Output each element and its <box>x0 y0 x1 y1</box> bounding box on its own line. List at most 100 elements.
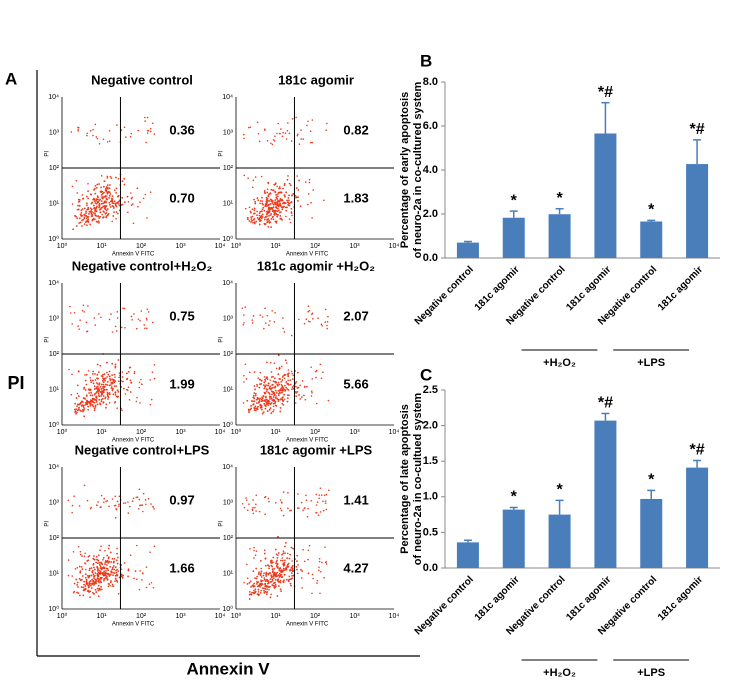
event-dot <box>142 492 145 495</box>
event-dot <box>96 381 98 384</box>
event-dot <box>114 325 117 328</box>
plot-x-label: Annexin V FITC <box>112 622 155 628</box>
event-dot <box>102 501 105 504</box>
event-dot <box>285 362 288 364</box>
event-dot <box>248 503 250 505</box>
event-dot <box>85 373 88 376</box>
event-dot <box>274 211 276 213</box>
event-dot <box>301 570 304 572</box>
event-dot <box>282 567 285 570</box>
event-dot <box>146 217 148 219</box>
event-dot <box>310 201 312 204</box>
event-dot <box>264 378 266 381</box>
y-tick-label: 10⁴ <box>222 464 233 471</box>
dot-cloud <box>242 116 328 229</box>
event-dot <box>259 585 261 588</box>
bar <box>640 498 663 568</box>
event-dot <box>286 178 289 181</box>
event-dot <box>88 580 91 583</box>
event-dot <box>84 573 87 576</box>
quadrant-value: 1.66 <box>169 561 194 576</box>
event-dot <box>107 398 109 400</box>
event-dot <box>127 575 129 578</box>
event-dot <box>272 575 275 578</box>
event-dot <box>140 310 143 312</box>
event-dot <box>104 559 107 562</box>
event-dot <box>280 501 283 504</box>
y-tick-label: 1.5 <box>423 455 438 467</box>
event-dot <box>87 585 90 588</box>
event-dot <box>248 411 251 414</box>
event-dot <box>307 193 310 195</box>
event-dot <box>323 577 325 579</box>
event-dot <box>269 208 272 210</box>
event-dot <box>278 572 281 575</box>
event-dot <box>278 568 281 571</box>
event-dot <box>103 497 106 500</box>
event-dot <box>257 591 260 593</box>
x-tick-label: 10³ <box>175 429 186 436</box>
event-dot <box>276 200 279 203</box>
event-dot <box>132 222 135 225</box>
event-dot <box>248 598 251 600</box>
event-dot <box>113 211 115 214</box>
event-dot <box>270 142 272 145</box>
event-dot <box>254 588 257 591</box>
event-dot <box>259 573 261 575</box>
event-dot <box>99 391 102 393</box>
event-dot <box>89 130 92 132</box>
event-dot <box>259 314 262 316</box>
event-dot <box>128 398 131 401</box>
event-dot <box>291 372 294 375</box>
event-dot <box>243 374 245 377</box>
event-dot <box>130 197 133 200</box>
event-dot <box>263 587 265 590</box>
event-dot <box>290 211 293 213</box>
event-dot <box>259 215 262 218</box>
event-dot <box>268 324 270 326</box>
event-dot <box>311 592 313 595</box>
y-axis-title: of neuro-2a in co-cultured system <box>412 81 424 258</box>
event-dot <box>316 501 319 503</box>
event-dot <box>257 199 260 202</box>
event-dot <box>71 185 74 188</box>
event-dot <box>135 327 138 330</box>
event-dot <box>285 568 288 571</box>
event-dot <box>109 384 112 386</box>
event-dot <box>275 221 278 224</box>
event-dot <box>91 578 93 581</box>
event-dot <box>105 564 108 566</box>
event-dot <box>138 588 141 591</box>
event-dot <box>95 210 98 213</box>
x-tick-label: 10³ <box>349 243 360 250</box>
event-dot <box>287 204 290 206</box>
event-dot <box>315 370 317 373</box>
event-dot <box>282 206 285 209</box>
event-dot <box>99 571 102 573</box>
event-dot <box>290 509 292 511</box>
event-dot <box>270 371 273 373</box>
x-tick-label: 10⁴ <box>389 243 400 250</box>
event-dot <box>281 218 283 221</box>
event-dot <box>125 136 127 138</box>
event-dot <box>82 197 85 200</box>
event-dot <box>279 211 282 213</box>
event-dot <box>114 400 117 403</box>
event-dot <box>294 402 297 404</box>
event-dot <box>279 588 282 591</box>
event-dot <box>78 594 81 597</box>
event-dot <box>264 513 266 516</box>
event-dot <box>300 577 303 579</box>
event-dot <box>96 572 99 575</box>
event-dot <box>319 511 322 513</box>
event-dot <box>111 198 114 201</box>
event-dot <box>267 384 270 387</box>
event-dot <box>86 579 88 581</box>
event-dot <box>82 304 85 307</box>
event-dot <box>256 383 259 386</box>
event-dot <box>280 383 283 386</box>
event-dot <box>81 219 83 222</box>
event-dot <box>260 210 263 213</box>
event-dot <box>282 552 285 555</box>
y-tick-label: 10⁰ <box>48 235 59 243</box>
